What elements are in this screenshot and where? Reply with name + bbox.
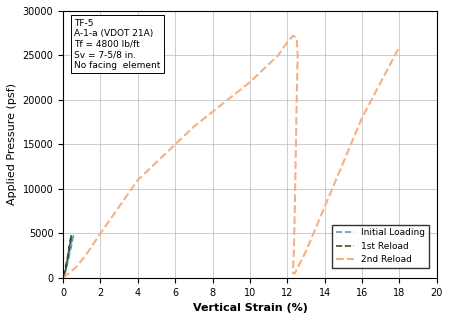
1st Reload	[67, 243, 72, 247]
Initial Loading	[60, 276, 66, 280]
2nd Reload	[66, 271, 72, 275]
Initial Loading	[61, 272, 67, 276]
2nd Reload	[163, 151, 169, 155]
2nd Reload	[294, 98, 299, 102]
1st Reload	[63, 263, 68, 267]
1st Reload	[64, 257, 70, 261]
Initial Loading	[69, 240, 74, 244]
Initial Loading	[68, 246, 74, 250]
X-axis label: Vertical Strain (%): Vertical Strain (%)	[193, 303, 307, 313]
2nd Reload	[219, 102, 225, 106]
1st Reload	[67, 248, 72, 252]
2nd Reload	[290, 34, 296, 38]
2nd Reload	[291, 249, 297, 253]
2nd Reload	[397, 44, 402, 48]
1st Reload	[63, 269, 68, 273]
2nd Reload	[98, 231, 103, 235]
2nd Reload	[293, 151, 298, 155]
2nd Reload	[303, 249, 309, 253]
2nd Reload	[248, 80, 253, 84]
2nd Reload	[117, 205, 122, 209]
Text: TF-5
A-1-a (VDOT 21A)
Tf = 4800 lb/ft
Sv = 7-5/8 in.
No facing  element: TF-5 A-1-a (VDOT 21A) Tf = 4800 lb/ft Sv…	[74, 19, 161, 69]
Initial Loading	[64, 262, 70, 266]
2nd Reload	[135, 178, 140, 182]
2nd Reload	[290, 271, 296, 275]
Initial Loading	[66, 253, 72, 257]
Initial Loading	[71, 233, 76, 237]
2nd Reload	[360, 116, 365, 120]
Initial Loading	[67, 254, 72, 258]
1st Reload	[68, 237, 73, 241]
2nd Reload	[294, 36, 299, 40]
Line: 1st Reload: 1st Reload	[64, 235, 71, 276]
2nd Reload	[341, 160, 346, 164]
2nd Reload	[292, 205, 297, 209]
2nd Reload	[275, 53, 281, 57]
Legend: Initial Loading, 1st Reload, 2nd Reload: Initial Loading, 1st Reload, 2nd Reload	[332, 225, 428, 268]
2nd Reload	[322, 205, 328, 209]
2nd Reload	[60, 276, 66, 280]
2nd Reload	[295, 53, 300, 57]
1st Reload	[68, 238, 73, 242]
1st Reload	[68, 233, 74, 237]
Initial Loading	[63, 270, 68, 274]
Initial Loading	[64, 263, 69, 267]
1st Reload	[61, 274, 67, 278]
Initial Loading	[70, 235, 75, 239]
Initial Loading	[70, 238, 75, 242]
Line: 2nd Reload: 2nd Reload	[63, 36, 400, 278]
Y-axis label: Applied Pressure (psf): Applied Pressure (psf)	[7, 84, 17, 205]
2nd Reload	[292, 271, 297, 275]
Initial Loading	[63, 268, 68, 272]
Line: Initial Loading: Initial Loading	[63, 235, 73, 278]
1st Reload	[66, 250, 71, 254]
1st Reload	[62, 270, 68, 274]
Initial Loading	[68, 246, 73, 250]
2nd Reload	[285, 40, 290, 44]
2nd Reload	[73, 265, 79, 269]
Initial Loading	[65, 258, 71, 262]
1st Reload	[64, 259, 70, 263]
2nd Reload	[378, 80, 383, 84]
2nd Reload	[191, 125, 197, 129]
2nd Reload	[83, 254, 88, 258]
